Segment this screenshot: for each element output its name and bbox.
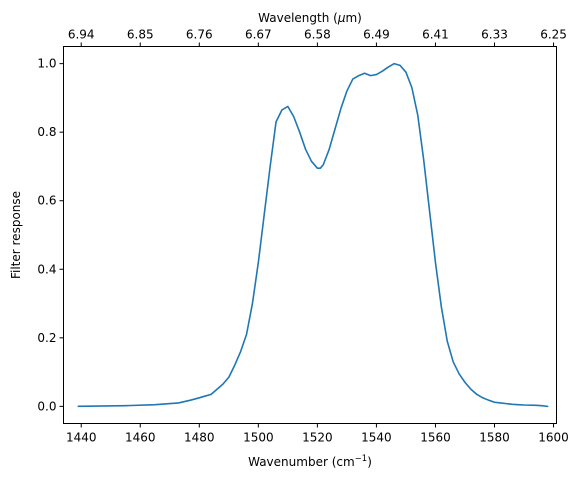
y-tick-label: 1.0 <box>37 57 56 71</box>
x-tick-label: 1500 <box>243 431 274 445</box>
x-tick-label: 1460 <box>125 431 156 445</box>
y-tick-label: 0.6 <box>37 194 56 208</box>
y-tick-label: 0.4 <box>37 262 56 276</box>
top-tick-label: 6.67 <box>245 28 272 42</box>
x-tick-label: 1560 <box>420 431 451 445</box>
top-tick-label: 6.25 <box>540 28 567 42</box>
y-tick-label: 0.2 <box>37 331 56 345</box>
top-axis-title: Wavelength (μm) <box>258 11 362 25</box>
y-tick-label: 0.0 <box>37 399 56 413</box>
x-tick-label: 1480 <box>184 431 215 445</box>
top-tick-label: 6.85 <box>127 28 154 42</box>
x-tick-label: 1600 <box>538 431 569 445</box>
x-tick-label: 1540 <box>361 431 392 445</box>
y-axis-title: Filter response <box>9 191 23 279</box>
top-axis: 6.94 6.85 6.76 6.67 6.58 6.49 6.41 6.33 6.25 <box>68 28 567 47</box>
top-tick-label: 6.33 <box>481 28 508 42</box>
x-axis-title: Wavenumber (cm−1) <box>248 454 372 469</box>
left-axis: 0.0 0.2 0.4 0.6 0.8 1.0 <box>37 57 64 413</box>
x-tick-label: 1580 <box>479 431 510 445</box>
bottom-axis: 1440 1460 1480 1500 1520 1540 1560 1580 1600 <box>66 423 569 445</box>
y-tick-label: 0.8 <box>37 125 56 139</box>
top-tick-label: 6.49 <box>363 28 390 42</box>
top-tick-label: 6.58 <box>304 28 331 42</box>
top-tick-label: 6.94 <box>68 28 95 42</box>
top-tick-label: 6.41 <box>422 28 449 42</box>
x-tick-label: 1440 <box>66 431 97 445</box>
top-tick-label: 6.76 <box>186 28 213 42</box>
plot-area <box>77 62 549 408</box>
plot-frame <box>63 46 557 424</box>
x-tick-label: 1520 <box>302 431 333 445</box>
series-line-0 <box>77 62 549 408</box>
